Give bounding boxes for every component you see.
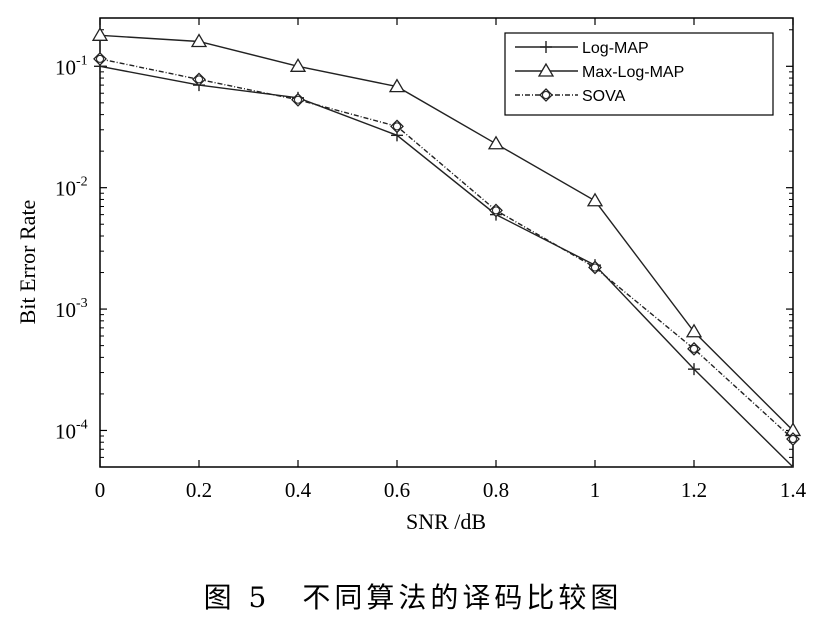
data-point-diamond-ring	[195, 75, 203, 84]
data-point-triangle	[487, 135, 505, 150]
y-tick-exponent: -4	[76, 417, 88, 432]
x-tick-label: 0.4	[285, 478, 312, 502]
figure-caption: 图 5 不同算法的译码比较图	[203, 581, 623, 614]
data-point-diamond-ring	[789, 435, 797, 444]
y-tick-base: 10	[55, 298, 76, 322]
data-point-triangle	[91, 27, 109, 41]
y-tick-base: 10	[55, 177, 76, 201]
data-point-triangle	[388, 78, 406, 93]
legend: Log-MAP Max-Log-MAP SOVA	[504, 32, 774, 116]
x-tick-label: 1.4	[780, 478, 807, 502]
series-group	[91, 27, 802, 468]
legend-marker-plus	[540, 41, 552, 53]
legend-label: SOVA	[582, 88, 626, 105]
data-point-diamond	[93, 52, 107, 66]
y-axis-title: Bit Error Rate	[15, 200, 40, 325]
axis-ticks: 0 0.2 0.4 0.6 0.8 1 1.2 1.410-110-210-310-4	[55, 18, 807, 502]
y-tick-label: 10-3	[55, 296, 88, 322]
y-tick-label: 10-1	[55, 53, 88, 79]
y-tick-exponent: -1	[76, 53, 88, 68]
legend-marker-diamond	[539, 88, 553, 102]
data-point-diamond-ring	[294, 95, 302, 104]
legend-marker-diamond-ring	[542, 91, 550, 99]
series-line-plus	[99, 65, 794, 468]
data-point-diamond	[291, 92, 305, 107]
x-tick-label: 0.6	[384, 478, 410, 502]
x-tick-label: 0.8	[483, 478, 509, 502]
data-point-triangle	[289, 58, 307, 72]
legend-label: Log-MAP	[582, 40, 649, 57]
x-tick-label: 0.2	[186, 478, 212, 502]
data-point-diamond	[786, 432, 800, 446]
y-tick-label: 10-2	[55, 175, 88, 201]
x-axis-title: SNR /dB	[406, 509, 486, 534]
x-tick-label: 0	[95, 478, 106, 502]
data-point-diamond	[192, 72, 206, 87]
plot-area-frame	[99, 17, 794, 468]
x-tick-label: 1	[590, 478, 601, 502]
y-tick-base: 10	[55, 419, 76, 443]
y-tick-exponent: -2	[76, 175, 88, 190]
y-tick-base: 10	[55, 55, 76, 79]
data-point-triangle	[685, 323, 703, 338]
data-point-diamond	[390, 119, 404, 134]
data-point-diamond	[489, 203, 503, 218]
series-line-triangle	[99, 34, 794, 431]
y-tick-exponent: -3	[76, 296, 88, 311]
data-point-plus	[688, 363, 700, 376]
plot-frame-group	[99, 17, 794, 468]
data-point-diamond	[687, 341, 701, 356]
data-point-diamond-ring	[393, 122, 401, 131]
x-tick-label: 1.2	[681, 478, 707, 502]
legend-label: Max-Log-MAP	[582, 64, 684, 81]
data-point-diamond-ring	[591, 263, 599, 272]
data-point-diamond-ring	[690, 344, 698, 353]
y-tick-label: 10-4	[55, 417, 88, 443]
data-point-triangle	[190, 33, 208, 48]
data-point-diamond-ring	[492, 206, 500, 215]
series-line-diamond	[99, 58, 794, 440]
data-point-triangle	[586, 192, 604, 207]
legend-marker-triangle	[537, 62, 555, 77]
data-point-diamond	[588, 260, 602, 275]
data-point-diamond-ring	[96, 54, 104, 63]
